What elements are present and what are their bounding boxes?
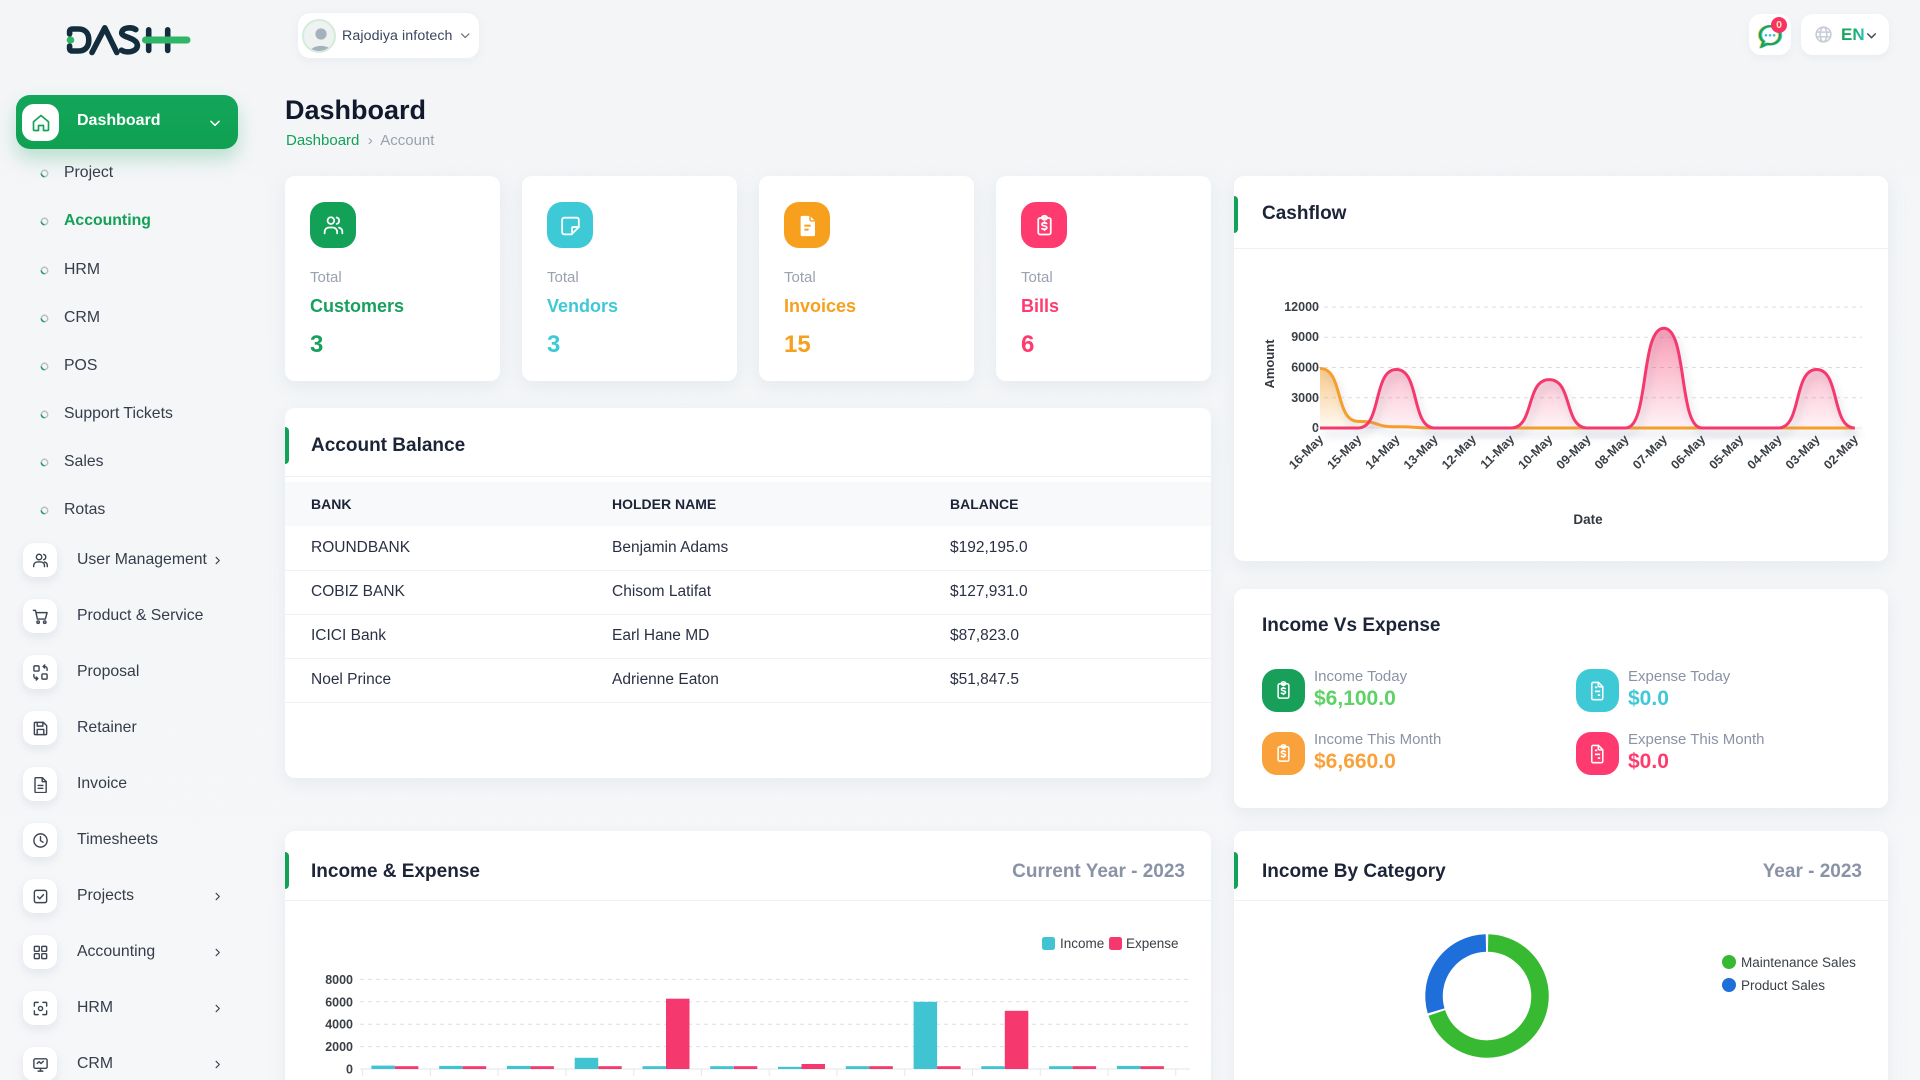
svg-text:14-May: 14-May — [1363, 432, 1403, 472]
svg-text:07-May: 07-May — [1630, 432, 1670, 472]
svg-text:08-May: 08-May — [1592, 432, 1632, 472]
svg-text:4000: 4000 — [325, 1018, 353, 1032]
svg-text:Amount: Amount — [1262, 339, 1277, 389]
svg-text:9000: 9000 — [1291, 330, 1319, 344]
svg-text:Income: Income — [1060, 936, 1104, 951]
svg-text:15-May: 15-May — [1324, 432, 1364, 472]
svg-text:05-May: 05-May — [1706, 432, 1746, 472]
svg-text:12000: 12000 — [1284, 300, 1319, 314]
svg-text:Maintenance Sales: Maintenance Sales — [1741, 955, 1856, 970]
svg-text:03-May: 03-May — [1783, 432, 1823, 472]
svg-text:11-May: 11-May — [1478, 432, 1517, 471]
svg-text:09-May: 09-May — [1554, 432, 1594, 472]
svg-text:6000: 6000 — [325, 995, 353, 1009]
svg-text:6000: 6000 — [1291, 361, 1319, 375]
svg-text:16-May: 16-May — [1286, 432, 1326, 472]
svg-text:Expense: Expense — [1126, 936, 1179, 951]
svg-text:Date: Date — [1573, 512, 1603, 527]
svg-text:12-May: 12-May — [1439, 432, 1479, 472]
svg-text:04-May: 04-May — [1745, 432, 1785, 472]
svg-text:2000: 2000 — [325, 1040, 353, 1054]
svg-text:0: 0 — [1312, 421, 1319, 435]
svg-text:13-May: 13-May — [1401, 432, 1441, 472]
svg-text:06-May: 06-May — [1668, 432, 1708, 472]
svg-text:0: 0 — [346, 1063, 353, 1077]
svg-text:Product Sales: Product Sales — [1741, 978, 1825, 993]
svg-text:3000: 3000 — [1291, 391, 1319, 405]
svg-text:02-May: 02-May — [1821, 432, 1861, 472]
svg-text:8000: 8000 — [325, 973, 353, 987]
svg-text:10-May: 10-May — [1515, 432, 1555, 472]
